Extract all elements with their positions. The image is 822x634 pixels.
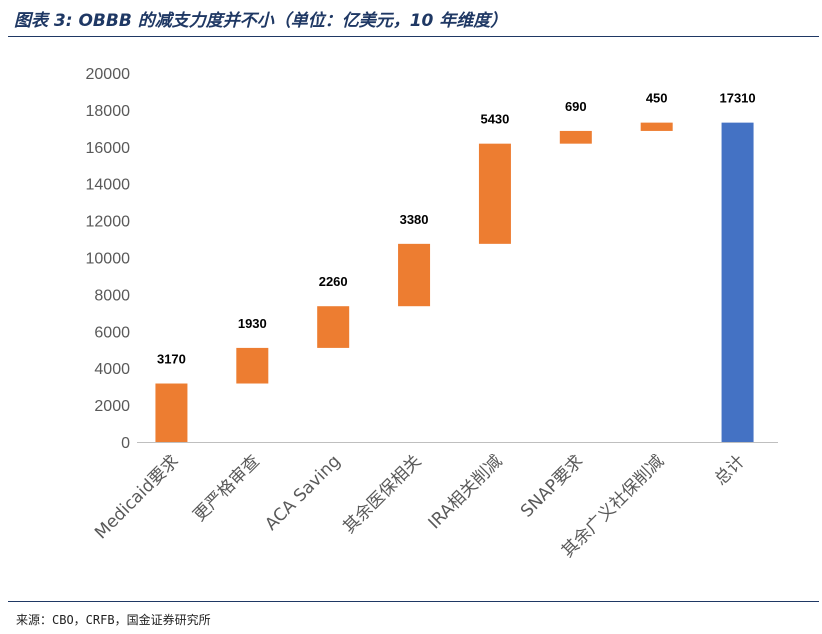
- y-tick-label: 18000: [86, 103, 131, 120]
- data-label: 690: [565, 99, 587, 114]
- chart-title: 图表 3: OBBB 的减支力度并不小（单位：亿美元，10 年维度）: [14, 11, 508, 31]
- y-tick-label: 6000: [94, 324, 130, 341]
- x-tick-label: SNAP要求: [517, 451, 587, 521]
- y-tick-label: 12000: [86, 214, 131, 231]
- bar-item-6: [640, 122, 673, 131]
- title-rule: [8, 36, 819, 37]
- bar-item-4: [478, 143, 511, 244]
- bar-item-1: [236, 347, 269, 384]
- y-tick-label: 2000: [94, 398, 130, 415]
- data-label: 450: [646, 91, 668, 106]
- source-rule: [8, 601, 819, 602]
- bar-total: [721, 122, 754, 443]
- x-tick-label: IRA相关削减: [425, 451, 507, 533]
- y-tick-label: 16000: [86, 140, 131, 157]
- y-tick-label: 0: [121, 435, 130, 452]
- bar-item-3: [398, 243, 431, 307]
- data-label: 5430: [480, 112, 509, 127]
- y-tick-label: 4000: [94, 361, 130, 378]
- x-tick-label: ACA Saving: [261, 451, 344, 534]
- y-tick-label: 14000: [86, 177, 131, 194]
- bar-item-0: [155, 383, 188, 442]
- data-label: 17310: [719, 91, 755, 106]
- y-tick-label: 20000: [86, 66, 131, 83]
- y-tick-label: 10000: [86, 251, 131, 268]
- x-tick-label: Medicaid要求: [91, 451, 183, 543]
- waterfall-chart: 0 2000 4000 6000 8000 10000 12000 14000 16000 180…: [86, 66, 778, 562]
- data-label: 2260: [319, 274, 348, 289]
- x-tick-label: 其余医保相关: [339, 451, 425, 537]
- x-tick-label: 更严格审查: [190, 451, 264, 525]
- x-tick-label: 总计: [711, 451, 749, 489]
- source-note: 来源：CBO，CRFB，国金证券研究所: [16, 613, 211, 627]
- data-label: 3380: [400, 212, 429, 227]
- data-label: 1930: [238, 316, 267, 331]
- bar-item-2: [317, 306, 350, 348]
- bar-item-5: [559, 130, 592, 144]
- y-tick-label: 8000: [94, 287, 130, 304]
- data-label: 3170: [157, 352, 186, 367]
